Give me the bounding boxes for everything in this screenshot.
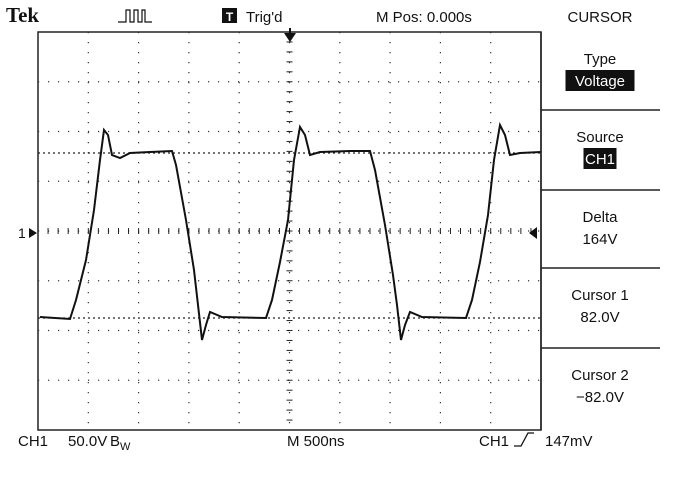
trigger-source: CH1 <box>479 433 509 450</box>
menu-value: 164V <box>582 231 617 248</box>
trigger-icon: T <box>226 10 234 24</box>
channel-ground-marker: 1 <box>18 225 26 241</box>
trigger-icon-box <box>222 8 237 23</box>
menu-label: Type <box>584 51 617 68</box>
menu-value-highlight <box>565 70 635 91</box>
side-menu: Type Voltage Source CH1 Delta 164V Cursor 1 82.… <box>540 32 660 430</box>
menu-label: Cursor 1 <box>571 287 629 304</box>
timebase: M 500ns <box>287 433 345 450</box>
bandwidth-limit: B <box>110 433 120 450</box>
menu-value-highlight <box>583 148 617 169</box>
menu-label: Cursor 2 <box>571 367 629 384</box>
brand: Tek <box>6 3 39 27</box>
trigger-slope-icon <box>514 432 534 447</box>
menu-value: CH1 <box>585 151 615 168</box>
menu-title: CURSOR <box>567 9 632 26</box>
trigger-position-marker <box>284 33 296 42</box>
trigger-level-marker <box>529 227 537 239</box>
channel-label: CH1 <box>18 433 48 450</box>
acquire-icon <box>118 9 152 23</box>
ground-arrow <box>29 228 37 238</box>
horizontal-position: M Pos: 0.000s <box>376 9 472 26</box>
volts-per-div: 50.0V <box>68 433 107 450</box>
trigger-status: Trig'd <box>246 9 282 26</box>
menu-value: 82.0V <box>580 309 619 326</box>
bandwidth-limit-sub: W <box>120 441 131 453</box>
trigger-level: 147mV <box>545 433 593 450</box>
waveform-trace <box>39 121 542 341</box>
menu-label: Source <box>576 129 624 146</box>
menu-label: Delta <box>582 209 618 226</box>
menu-value: −82.0V <box>576 389 624 406</box>
menu-value: Voltage <box>575 73 625 90</box>
